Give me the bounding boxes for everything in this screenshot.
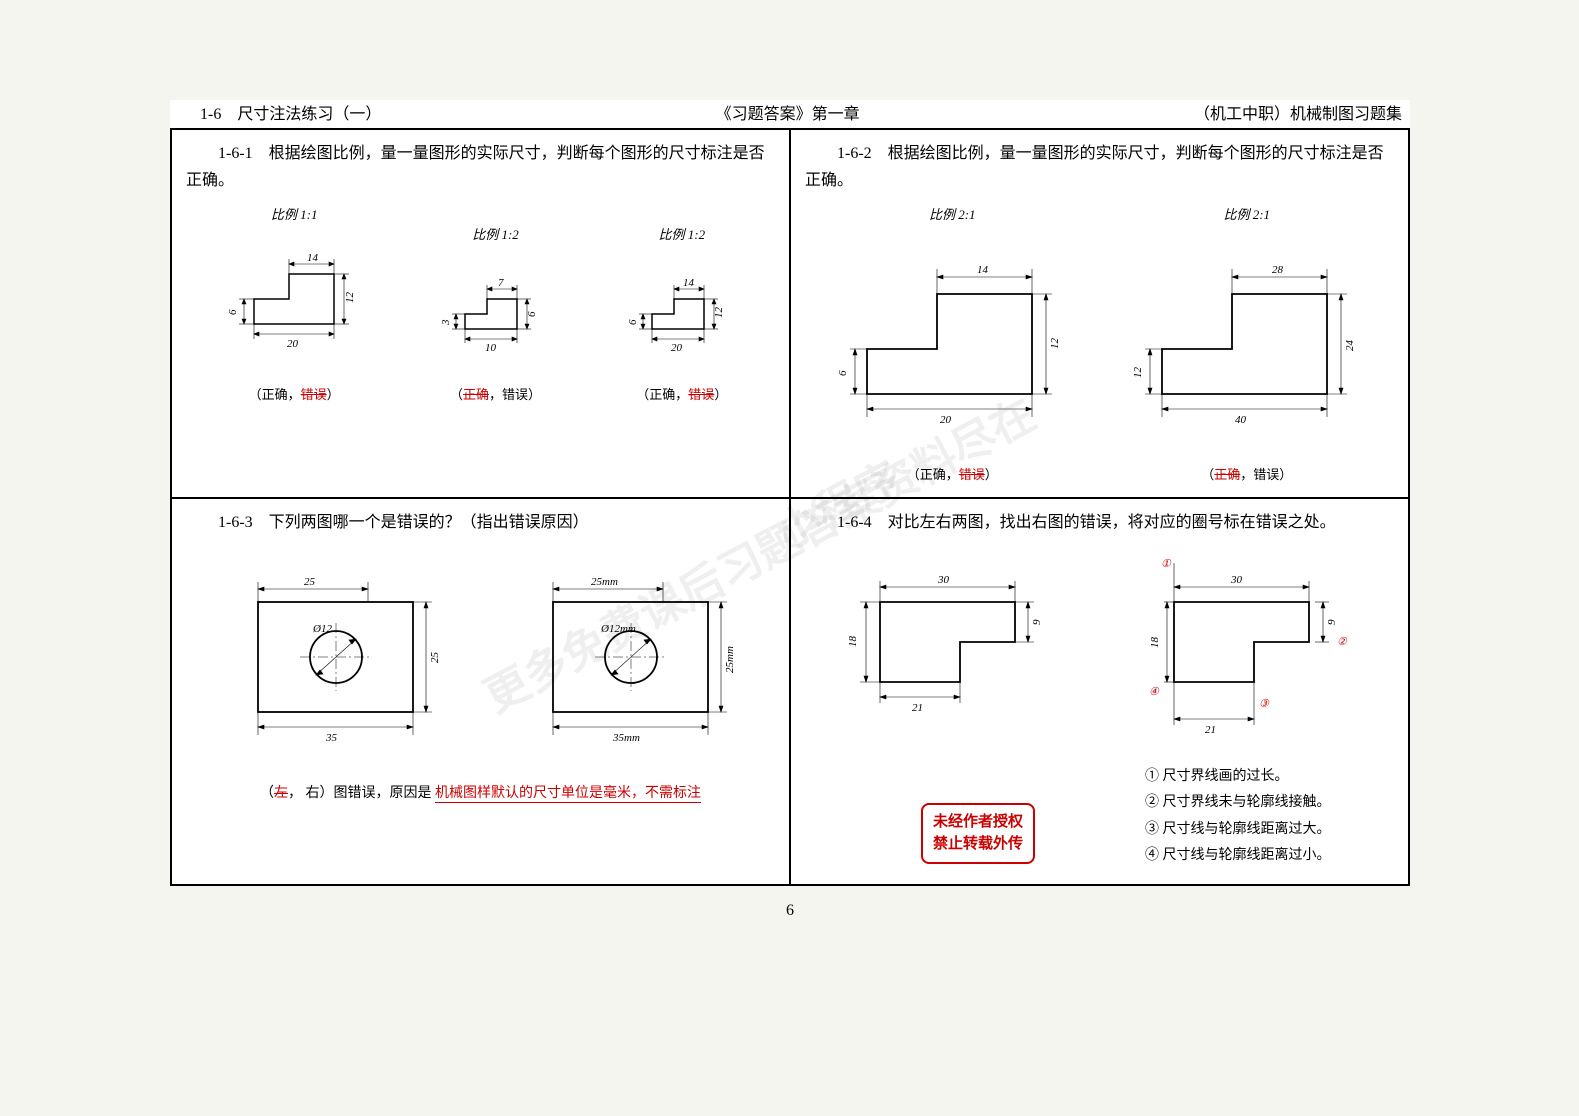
q2-figures: 比例 2:1 [805, 204, 1394, 483]
svg-text:14: 14 [307, 252, 319, 264]
svg-text:14: 14 [683, 277, 695, 289]
svg-text:3: 3 [440, 319, 452, 326]
q4-notes: ① 尺寸界线画的过长。 ② 尺寸界线未与轮廓线接触。 ③ 尺寸线与轮廓线距离过大… [1145, 764, 1394, 870]
q1-fig3-scale: 比例 1:2 [622, 224, 742, 243]
q4-note-4: ④ 尺寸线与轮廓线距离过小。 [1145, 843, 1394, 870]
svg-text:24: 24 [1344, 340, 1356, 352]
q2-fig2-svg: 28 40 12 24 [1117, 229, 1377, 449]
svg-text:40: 40 [1235, 414, 1247, 426]
svg-text:12: 12 [713, 307, 725, 319]
q1-fig3: 比例 1:2 [622, 224, 742, 403]
copyright-stamp: 未经作者授权 禁止转载外传 [921, 803, 1035, 864]
q3-figA-svg: 25 35 25 Ø12 [218, 547, 448, 757]
svg-text:14: 14 [977, 264, 989, 276]
svg-text:12: 12 [1049, 338, 1061, 350]
svg-text:6: 6 [227, 309, 239, 315]
q4-figB: 30 21 18 9 ① ② ③ ④ [1119, 547, 1369, 752]
q4-note-2: ② 尺寸界线未与轮廓线接触。 [1145, 790, 1394, 817]
svg-text:Ø12: Ø12 [312, 623, 332, 635]
svg-text:7: 7 [498, 277, 504, 289]
q1-fig3-svg: 14 20 6 12 [622, 249, 742, 369]
question-grid: 1-6-1 根据绘图比例，量一量图形的实际尺寸，判断每个图形的尺寸标注是否正确。… [170, 128, 1410, 886]
svg-text:9: 9 [1326, 619, 1338, 625]
svg-text:28: 28 [1272, 264, 1284, 276]
q1-fig1-judge: （正确，错误） [219, 384, 369, 403]
q4-text: 1-6-4 对比左右两图，找出右图的错误，将对应的圈号标在错误之处。 [805, 509, 1394, 536]
q3-figA: 25 35 25 Ø12 [218, 547, 448, 762]
q4-figA-svg: 30 21 18 9 [830, 547, 1070, 737]
svg-text:30: 30 [1230, 574, 1243, 586]
q2-fig1-judge: （正确，错误） [822, 464, 1082, 483]
q1-fig2-judge: （正确，错误） [435, 384, 555, 403]
svg-text:25: 25 [304, 576, 316, 588]
q4-note-1: ① 尺寸界线画的过长。 [1145, 764, 1394, 791]
q1-fig1-svg: 14 20 6 12 [219, 229, 369, 369]
svg-text:35: 35 [325, 732, 338, 744]
svg-text:6: 6 [526, 311, 538, 317]
svg-text:18: 18 [847, 635, 859, 647]
q1-fig1: 比例 1:1 [219, 204, 369, 403]
q4-figB-svg: 30 21 18 9 ① ② ③ ④ [1119, 547, 1369, 747]
svg-text:②: ② [1337, 636, 1348, 648]
svg-text:18: 18 [1149, 636, 1161, 648]
svg-text:①: ① [1161, 558, 1172, 570]
q2-fig2-judge: （正确，错误） [1117, 464, 1377, 483]
svg-text:20: 20 [287, 338, 299, 350]
cell-1-6-1: 1-6-1 根据绘图比例，量一量图形的实际尺寸，判断每个图形的尺寸标注是否正确。… [171, 129, 790, 498]
q1-fig2: 比例 1:2 [435, 224, 555, 403]
svg-text:21: 21 [912, 702, 923, 714]
worksheet-page: 更多免费课后习题答案资料尽在 小程序 1-6 尺寸注法练习（一） 《习题答案》第… [170, 100, 1410, 886]
header-right: （机工中职）机械制图习题集 [1194, 100, 1402, 124]
svg-text:10: 10 [485, 342, 497, 354]
svg-text:25: 25 [429, 651, 441, 663]
q1-figures: 比例 1:1 [186, 204, 775, 403]
header-center: 《习题答案》第一章 [716, 100, 860, 124]
q1-fig3-judge: （正确，错误） [622, 384, 742, 403]
q1-fig2-scale: 比例 1:2 [435, 224, 555, 243]
cell-1-6-2: 1-6-2 根据绘图比例，量一量图形的实际尺寸，判断每个图形的尺寸标注是否正确。… [790, 129, 1409, 498]
q2-fig1-scale: 比例 2:1 [822, 204, 1082, 223]
svg-text:9: 9 [1031, 619, 1043, 625]
svg-text:12: 12 [1132, 367, 1144, 379]
q1-text: 1-6-1 根据绘图比例，量一量图形的实际尺寸，判断每个图形的尺寸标注是否正确。 [186, 140, 775, 194]
q3-figB-svg: 25mm 35mm 25mm Ø12mm [513, 547, 743, 757]
svg-text:30: 30 [937, 574, 950, 586]
q2-fig1: 比例 2:1 [822, 204, 1082, 483]
q3-answer: （左， 右）图错误，原因是 机械图样默认的尺寸单位是毫米，不需标注 [186, 782, 775, 802]
cell-1-6-4: 1-6-4 对比左右两图，找出右图的错误，将对应的圈号标在错误之处。 [790, 498, 1409, 885]
q4-note-3: ③ 尺寸线与轮廓线距离过大。 [1145, 817, 1394, 844]
header-left: 1-6 尺寸注法练习（一） [200, 100, 381, 124]
svg-text:12: 12 [344, 292, 356, 304]
svg-text:6: 6 [627, 319, 639, 325]
q2-text: 1-6-2 根据绘图比例，量一量图形的实际尺寸，判断每个图形的尺寸标注是否正确。 [805, 140, 1394, 194]
svg-text:35mm: 35mm [612, 732, 640, 744]
svg-text:20: 20 [671, 342, 683, 354]
q3-figures: 25 35 25 Ø12 [186, 547, 775, 762]
svg-text:③: ③ [1259, 698, 1270, 710]
q2-fig2-scale: 比例 2:1 [1117, 204, 1377, 223]
q4-figA: 30 21 18 9 [830, 547, 1070, 742]
q1-fig2-svg: 7 10 3 6 [435, 249, 555, 369]
page-header: 1-6 尺寸注法练习（一） 《习题答案》第一章 （机工中职）机械制图习题集 [170, 100, 1410, 128]
q3-figB: 25mm 35mm 25mm Ø12mm [513, 547, 743, 762]
q1-fig1-scale: 比例 1:1 [219, 204, 369, 223]
q2-fig1-svg: 14 20 6 12 [822, 229, 1082, 449]
svg-text:21: 21 [1205, 724, 1216, 736]
q3-text: 1-6-3 下列两图哪一个是错误的？（指出错误原因） [186, 509, 775, 536]
svg-text:6: 6 [837, 370, 849, 376]
q4-figures: 30 21 18 9 [805, 547, 1394, 752]
cell-1-6-3: 1-6-3 下列两图哪一个是错误的？（指出错误原因） [171, 498, 790, 885]
svg-text:25mm: 25mm [591, 576, 618, 588]
svg-text:25mm: 25mm [724, 646, 736, 673]
svg-text:④: ④ [1149, 686, 1160, 698]
svg-text:20: 20 [940, 414, 952, 426]
q2-fig2: 比例 2:1 [1117, 204, 1377, 483]
svg-text:Ø12mm: Ø12mm [600, 623, 636, 635]
page-number: 6 [170, 902, 1410, 920]
